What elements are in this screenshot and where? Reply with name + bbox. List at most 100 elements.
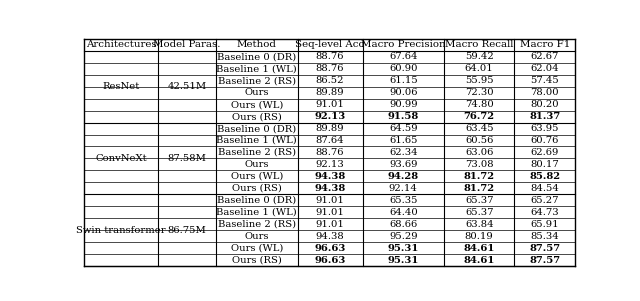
Text: 95.31: 95.31: [388, 244, 419, 253]
Text: 55.95: 55.95: [465, 76, 493, 85]
Text: 62.34: 62.34: [389, 148, 417, 157]
Text: 92.13: 92.13: [316, 160, 344, 169]
Text: 65.27: 65.27: [531, 196, 559, 205]
Text: 87.58M: 87.58M: [168, 154, 207, 163]
Text: 90.99: 90.99: [389, 100, 417, 109]
Text: 61.65: 61.65: [389, 136, 417, 145]
Text: 85.82: 85.82: [529, 172, 560, 181]
Text: 42.51M: 42.51M: [168, 82, 207, 91]
Text: 91.01: 91.01: [316, 100, 344, 109]
Text: 63.95: 63.95: [531, 124, 559, 133]
Text: Ours (WL): Ours (WL): [230, 244, 283, 253]
Text: 76.72: 76.72: [463, 112, 495, 121]
Text: 64.01: 64.01: [465, 64, 493, 73]
Text: 63.45: 63.45: [465, 124, 493, 133]
Text: 60.56: 60.56: [465, 136, 493, 145]
Text: 88.76: 88.76: [316, 64, 344, 73]
Text: 88.76: 88.76: [316, 52, 344, 61]
Text: Ours: Ours: [244, 232, 269, 241]
Text: Baseline 2 (RS): Baseline 2 (RS): [218, 220, 296, 229]
Text: 62.04: 62.04: [531, 64, 559, 73]
Text: 65.37: 65.37: [465, 196, 493, 205]
Text: 86.52: 86.52: [316, 76, 344, 85]
Text: Baseline 0 (DR): Baseline 0 (DR): [217, 124, 296, 133]
Text: 91.01: 91.01: [316, 220, 344, 229]
Text: 80.17: 80.17: [531, 160, 559, 169]
Text: Baseline 0 (DR): Baseline 0 (DR): [217, 196, 296, 205]
Text: 63.06: 63.06: [465, 148, 493, 157]
Text: 95.31: 95.31: [388, 256, 419, 265]
Text: 81.72: 81.72: [463, 172, 495, 181]
Text: 91.58: 91.58: [388, 112, 419, 121]
Text: 92.14: 92.14: [389, 184, 418, 193]
Text: 61.15: 61.15: [389, 76, 418, 85]
Text: 80.19: 80.19: [465, 232, 493, 241]
Text: Baseline 2 (RS): Baseline 2 (RS): [218, 76, 296, 85]
Text: Macro Precision: Macro Precision: [361, 40, 445, 49]
Text: ConvNeXt: ConvNeXt: [95, 154, 147, 163]
Text: Baseline 0 (DR): Baseline 0 (DR): [217, 52, 296, 61]
Text: 95.29: 95.29: [389, 232, 417, 241]
Text: 87.64: 87.64: [316, 136, 344, 145]
Text: 81.37: 81.37: [529, 112, 561, 121]
Text: Ours: Ours: [244, 160, 269, 169]
Text: 81.72: 81.72: [463, 184, 495, 193]
Text: 87.57: 87.57: [529, 256, 560, 265]
Text: Ours (WL): Ours (WL): [230, 172, 283, 181]
Text: 68.66: 68.66: [389, 220, 417, 229]
Text: 65.35: 65.35: [389, 196, 417, 205]
Text: 88.76: 88.76: [316, 148, 344, 157]
Text: 84.61: 84.61: [463, 256, 495, 265]
Text: 91.01: 91.01: [316, 208, 344, 217]
Text: Method: Method: [237, 40, 276, 49]
Text: Ours (RS): Ours (RS): [232, 112, 282, 121]
Text: Architectures: Architectures: [86, 40, 156, 49]
Text: 62.69: 62.69: [531, 148, 559, 157]
Text: 84.61: 84.61: [463, 244, 495, 253]
Text: 74.80: 74.80: [465, 100, 493, 109]
Text: 64.73: 64.73: [531, 208, 559, 217]
Text: Macro Recall: Macro Recall: [445, 40, 513, 49]
Text: 63.84: 63.84: [465, 220, 493, 229]
Text: 80.20: 80.20: [531, 100, 559, 109]
Text: 89.89: 89.89: [316, 124, 344, 133]
Text: Model Paras.: Model Paras.: [154, 40, 221, 49]
Text: 60.90: 60.90: [389, 64, 417, 73]
Text: 94.38: 94.38: [314, 184, 346, 193]
Text: Baseline 1 (WL): Baseline 1 (WL): [216, 136, 297, 145]
Text: 60.76: 60.76: [531, 136, 559, 145]
Text: 92.13: 92.13: [314, 112, 346, 121]
Text: 94.38: 94.38: [314, 172, 346, 181]
Text: 59.42: 59.42: [465, 52, 493, 61]
Text: Baseline 2 (RS): Baseline 2 (RS): [218, 148, 296, 157]
Text: 90.06: 90.06: [389, 88, 417, 97]
Text: Ours: Ours: [244, 88, 269, 97]
Text: 91.01: 91.01: [316, 196, 344, 205]
Text: Seq-level Acc: Seq-level Acc: [296, 40, 365, 49]
Text: 64.40: 64.40: [389, 208, 418, 217]
Text: 65.37: 65.37: [465, 208, 493, 217]
Text: 67.64: 67.64: [389, 52, 417, 61]
Text: 72.30: 72.30: [465, 88, 493, 97]
Text: Baseline 1 (WL): Baseline 1 (WL): [216, 64, 297, 73]
Text: 62.67: 62.67: [531, 52, 559, 61]
Text: 94.28: 94.28: [388, 172, 419, 181]
Text: Baseline 1 (WL): Baseline 1 (WL): [216, 208, 297, 217]
Text: 93.69: 93.69: [389, 160, 417, 169]
Text: Ours (RS): Ours (RS): [232, 256, 282, 265]
Text: Ours (RS): Ours (RS): [232, 184, 282, 193]
Text: 96.63: 96.63: [314, 244, 346, 253]
Text: 65.91: 65.91: [531, 220, 559, 229]
Text: Swin transformer: Swin transformer: [76, 226, 166, 235]
Text: 84.54: 84.54: [531, 184, 559, 193]
Text: 89.89: 89.89: [316, 88, 344, 97]
Text: ResNet: ResNet: [102, 82, 140, 91]
Text: 64.59: 64.59: [389, 124, 417, 133]
Text: 87.57: 87.57: [529, 244, 560, 253]
Text: 73.08: 73.08: [465, 160, 493, 169]
Text: 86.75M: 86.75M: [168, 226, 207, 235]
Text: 94.38: 94.38: [316, 232, 344, 241]
Text: Macro F1: Macro F1: [520, 40, 570, 49]
Text: 85.34: 85.34: [531, 232, 559, 241]
Text: 96.63: 96.63: [314, 256, 346, 265]
